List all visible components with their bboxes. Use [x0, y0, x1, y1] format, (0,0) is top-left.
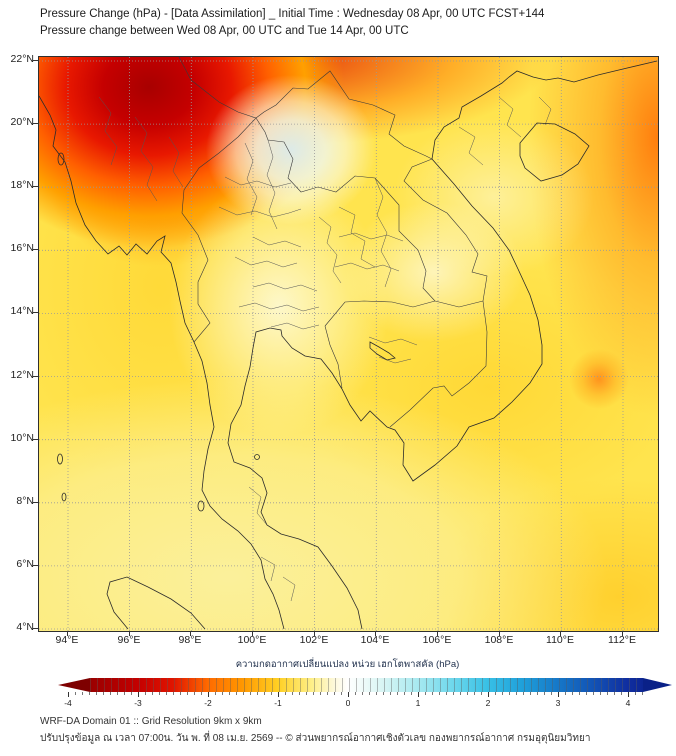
colorbar-tick-label: -4: [64, 698, 72, 708]
colorbar-tick: [558, 692, 559, 697]
y-tick: [33, 249, 38, 250]
page-title: Pressure Change (hPa) - [Data Assimilati…: [40, 8, 545, 20]
colorbar-tick-label: -1: [274, 698, 282, 708]
x-tick: [622, 631, 623, 636]
colorbar-tick-label: 2: [485, 698, 491, 708]
lat-label-6n: 6°N: [16, 558, 34, 570]
footer-model-info: WRF-DA Domain 01 :: Grid Resolution 9km …: [40, 716, 262, 727]
lat-label-10n: 10°N: [10, 432, 34, 444]
colorbar-tick: [628, 692, 629, 697]
grid-lines: [39, 57, 658, 631]
x-tick: [129, 631, 130, 636]
colorbar-tick: [138, 692, 139, 697]
lon-label-110e: 110°E: [546, 634, 574, 646]
colorbar-tick: [488, 692, 489, 697]
coastlines: [39, 60, 658, 630]
lon-label-98e: 98°E: [178, 634, 202, 646]
x-tick: [437, 631, 438, 636]
lat-label-20n: 20°N: [10, 116, 34, 128]
y-tick: [33, 628, 38, 629]
colorbar-tick: [348, 692, 349, 697]
x-tick: [499, 631, 500, 636]
x-tick: [560, 631, 561, 636]
x-tick: [67, 631, 68, 636]
colorbar-tick: [68, 692, 69, 697]
lat-label-16n: 16°N: [10, 242, 34, 254]
colorbar-right-arrow: [643, 678, 672, 692]
colorbar-segment-lines: [90, 678, 643, 692]
colorbar-title: ความกดอากาศเปลี่ยนแปลง หน่วย เฮกโตพาสคัล…: [235, 659, 460, 670]
colorbar-tick-label: 0: [345, 698, 351, 708]
lon-label-106e: 106°E: [422, 634, 452, 646]
footer-update-info: ปรับปรุงข้อมูล ณ เวลา 07:00น. วัน พ. ที่…: [40, 733, 591, 744]
y-tick: [33, 123, 38, 124]
lat-label-18n: 18°N: [10, 179, 34, 191]
map-plot-area: [38, 56, 659, 632]
x-tick: [190, 631, 191, 636]
province-borders: [98, 96, 552, 602]
map-geography: [39, 57, 658, 631]
lon-label-96e: 96°E: [117, 634, 141, 646]
lon-label-108e: 108°E: [484, 634, 514, 646]
y-tick: [33, 565, 38, 566]
colorbar-tick: [418, 692, 419, 697]
page-subtitle: Pressure change between Wed 08 Apr, 00 U…: [40, 25, 409, 37]
colorbar-left-arrow: [58, 678, 90, 692]
lat-label-4n: 4°N: [16, 621, 34, 633]
colorbar-tick-label: 1: [415, 698, 421, 708]
colorbar-gradient: [90, 678, 643, 692]
lon-label-112e: 112°E: [608, 634, 636, 646]
lat-label-8n: 8°N: [16, 495, 34, 507]
colorbar-tick: [208, 692, 209, 697]
lat-label-12n: 12°N: [10, 369, 34, 381]
y-tick: [33, 502, 38, 503]
y-tick: [33, 60, 38, 61]
y-tick: [33, 439, 38, 440]
y-tick: [33, 312, 38, 313]
colorbar-tick: [278, 692, 279, 697]
colorbar-tick-label: -3: [134, 698, 142, 708]
lon-label-94e: 94°E: [55, 634, 79, 646]
y-tick: [33, 186, 38, 187]
x-tick: [375, 631, 376, 636]
x-tick: [252, 631, 253, 636]
lon-label-104e: 104°E: [360, 634, 390, 646]
lon-label-102e: 102°E: [299, 634, 329, 646]
colorbar-tick-label: -2: [204, 698, 212, 708]
colorbar-tick-label: 4: [625, 698, 631, 708]
y-tick: [33, 376, 38, 377]
lat-label-22n: 22°N: [10, 53, 34, 65]
country-borders: [178, 57, 488, 428]
colorbar-tick-label: 3: [555, 698, 561, 708]
x-tick: [314, 631, 315, 636]
colorbar-minor-ticks: [68, 692, 648, 695]
lon-label-100e: 100°E: [237, 634, 267, 646]
lat-label-14n: 14°N: [10, 305, 34, 317]
